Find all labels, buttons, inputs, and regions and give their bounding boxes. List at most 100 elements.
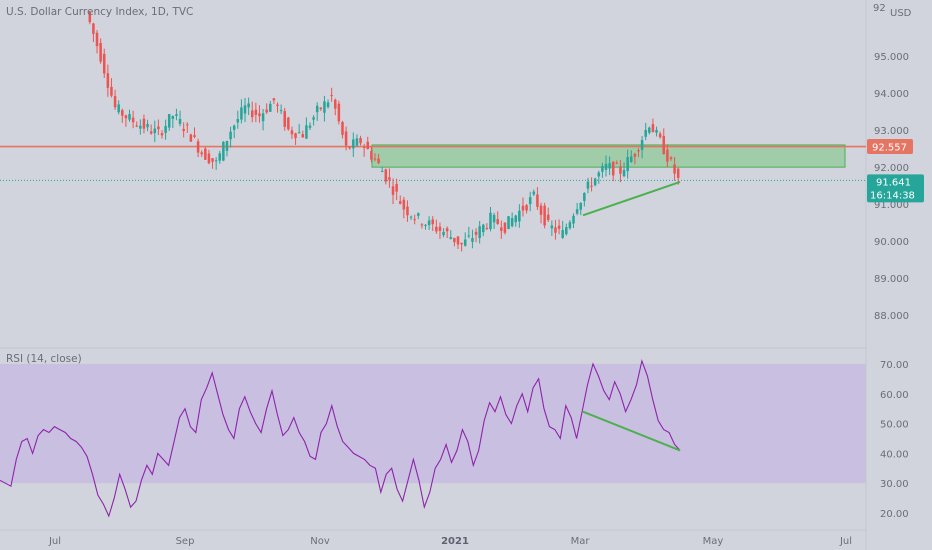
candle-body (496, 219, 499, 225)
price-tick-label: 95.000 (874, 52, 909, 63)
candle-body (445, 228, 449, 232)
rsi-line (0, 358, 681, 518)
candle-body (572, 215, 575, 224)
candle-body (601, 166, 604, 172)
candle-body (153, 128, 157, 134)
price-tick-label: 90.000 (874, 237, 909, 248)
price-label-partial: 92 (873, 3, 886, 14)
candle-body (456, 236, 460, 245)
candle-body (579, 202, 582, 210)
candle-body (561, 230, 564, 238)
resistance-badge-value: 92.557 (872, 143, 907, 154)
time-tick-label: Mar (571, 536, 591, 547)
candle-body (532, 191, 536, 195)
candle-body (193, 135, 196, 137)
candle-body (507, 216, 510, 230)
candle-body (110, 86, 113, 96)
rsi-band (0, 363, 866, 484)
candle-body (113, 96, 117, 108)
rsi-axis[interactable]: 70.00 60.00 50.00 40.00 30.00 20.00 (880, 360, 909, 520)
candle-body (619, 166, 622, 174)
candle-body (362, 147, 366, 149)
candle-body (178, 118, 182, 124)
rsi-tick-label: 60.00 (880, 390, 909, 401)
candle-body (431, 219, 434, 225)
candle-body (149, 131, 153, 134)
candle-body (543, 205, 546, 226)
candle-body (186, 124, 189, 126)
candle-body (615, 162, 619, 164)
candle-body (658, 133, 662, 138)
candle-body (355, 138, 359, 146)
candle-body (449, 237, 453, 239)
last-price-value: 91.641 (876, 177, 911, 188)
candle-body (604, 163, 608, 170)
candle-body (330, 95, 333, 97)
candle-body (514, 215, 518, 223)
candle-body (326, 102, 330, 108)
candle-body (417, 213, 420, 216)
candle-body (124, 115, 128, 119)
rising-trendline[interactable] (582, 181, 681, 217)
candle-body (334, 99, 337, 109)
candle-body (510, 218, 514, 227)
candle-body (395, 183, 398, 192)
candle-body (297, 132, 301, 134)
candle-body (287, 117, 290, 130)
candle-body (164, 125, 167, 133)
candle-body (557, 225, 561, 229)
candle-body (546, 214, 550, 221)
candle-body (662, 136, 666, 155)
price-tick-label: 91.000 (874, 200, 909, 211)
candle-body (247, 103, 250, 108)
candle-body (648, 127, 651, 133)
candle-body (283, 111, 286, 127)
candle-body (586, 181, 590, 189)
candle-body (265, 109, 268, 113)
candle-body (214, 160, 218, 162)
candle-body (157, 126, 160, 130)
candle-body (261, 113, 265, 122)
candle-body (539, 205, 543, 215)
candle-body (568, 222, 572, 229)
candle-body (550, 225, 554, 229)
candle-body (637, 150, 640, 152)
price-tick-label: 88.000 (874, 311, 909, 322)
currency-label: USD (890, 8, 912, 19)
candle-body (525, 205, 528, 211)
candle-body (608, 163, 611, 169)
candle-body (388, 177, 391, 180)
candle-body (597, 172, 601, 177)
rsi-tick-label: 20.00 (880, 509, 909, 520)
price-tick-label: 89.000 (874, 274, 909, 285)
price-axis[interactable]: 95.000 94.000 93.000 92.000 91.000 90.000 89.0… (874, 52, 909, 322)
candle-body (117, 104, 120, 113)
candle-body (644, 129, 647, 137)
candle-body (359, 138, 362, 144)
candle-body (427, 220, 431, 226)
candle-body (175, 114, 178, 116)
time-tick-label: Nov (310, 536, 330, 547)
candle-body (435, 226, 438, 232)
candle-body (666, 149, 669, 162)
candle-body (232, 125, 236, 130)
candle-body (554, 227, 557, 233)
candle-body (196, 141, 200, 153)
candle-body (528, 197, 532, 205)
candle-body (669, 157, 673, 160)
candle-body (478, 226, 481, 239)
candle-body (236, 119, 240, 123)
bar-countdown: 16:14:38 (870, 190, 915, 201)
time-tick-label: 2021 (441, 536, 469, 547)
candle-body (575, 209, 579, 214)
rsi-tick-label: 50.00 (880, 420, 909, 431)
candle-body (337, 103, 341, 122)
candle-body (142, 118, 146, 129)
time-axis[interactable]: Jul Sep Nov 2021 Mar May Jul (48, 536, 852, 547)
candle-body (348, 147, 351, 149)
candle-body (377, 158, 380, 164)
candle-body (485, 227, 489, 229)
rsi-divergence-line[interactable] (582, 410, 681, 452)
price-tick-label: 92.000 (874, 163, 909, 174)
